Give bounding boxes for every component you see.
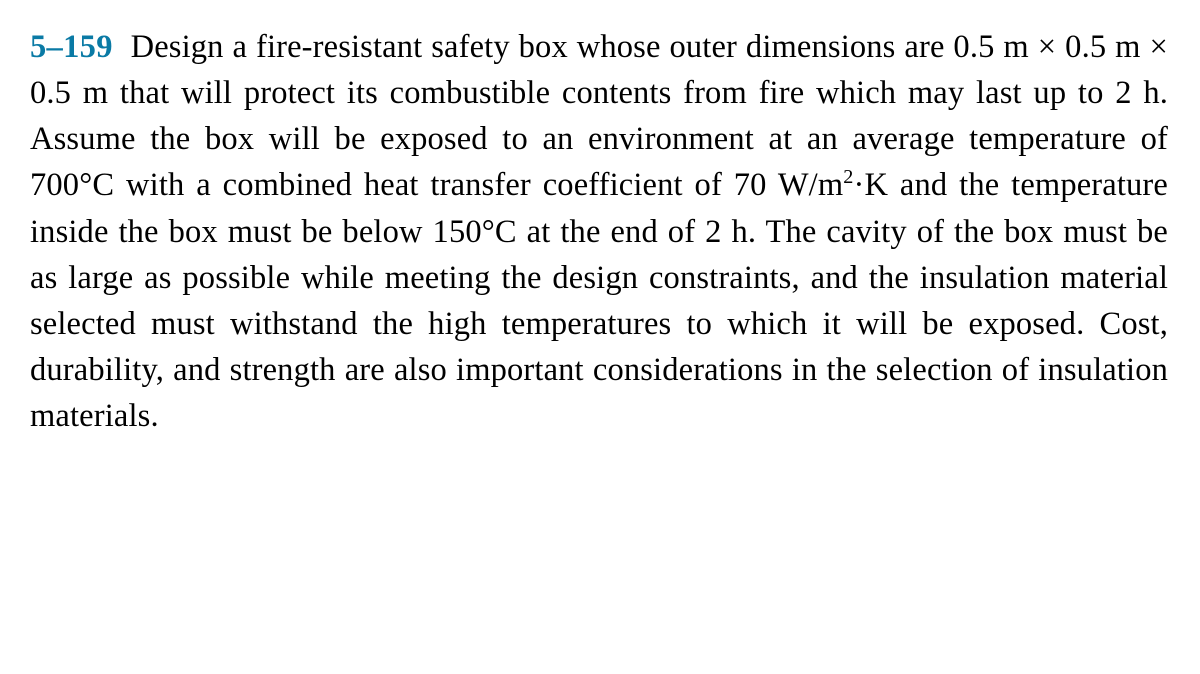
superscript-2: 2 bbox=[843, 167, 853, 189]
problem-text-part2: ·K and the temperature inside the box mu… bbox=[30, 167, 1168, 434]
spacer bbox=[113, 29, 131, 65]
problem-number: 5–159 bbox=[30, 29, 113, 65]
problem-block: 5–159 Design a fire-resistant safety box… bbox=[0, 0, 1200, 463]
